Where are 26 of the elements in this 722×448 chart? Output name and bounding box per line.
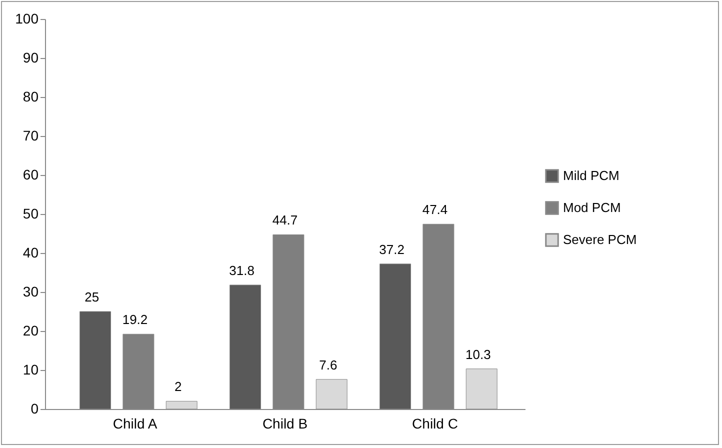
data-label: 44.7: [272, 212, 298, 228]
y-tick-label: 10: [22, 362, 39, 378]
y-tick-label: 60: [22, 166, 39, 182]
data-label: 19.2: [122, 312, 148, 328]
y-tick-label: 30: [22, 284, 39, 300]
legend-label: Mild PCM: [563, 168, 620, 183]
data-label: 37.2: [379, 242, 404, 257]
y-tick-label: 50: [22, 206, 39, 222]
y-tick-label: 100: [15, 10, 39, 26]
x-tick-label: Child B: [262, 416, 308, 432]
data-label: 31.8: [229, 262, 254, 278]
data-label: 25: [84, 290, 100, 304]
x-tick-label: Child A: [112, 416, 158, 432]
x-tick-label: Child C: [412, 416, 458, 432]
y-tick-label: 20: [22, 322, 39, 338]
y-tick-label: 90: [22, 50, 39, 66]
y-tick-label: 40: [22, 244, 39, 260]
y-tick-label: 0: [30, 400, 39, 416]
data-label: 7.6: [319, 357, 338, 372]
data-label: 10.3: [466, 346, 491, 362]
y-tick-label: 70: [22, 128, 39, 144]
legend-label: Severe PCM: [563, 232, 637, 247]
data-label: 2: [174, 379, 182, 394]
legend-label: Mod PCM: [563, 200, 621, 215]
data-label: 47.4: [422, 202, 448, 218]
y-tick-label: 80: [22, 88, 39, 104]
